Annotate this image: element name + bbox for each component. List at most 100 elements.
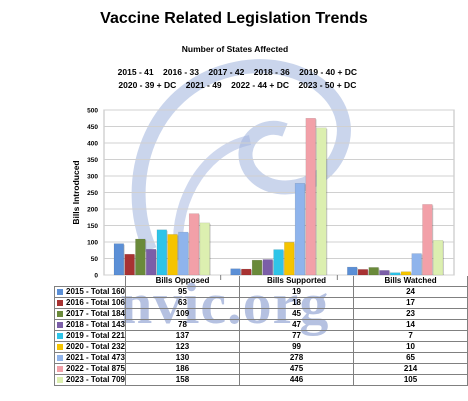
states-2021: 2021 - 49	[185, 80, 222, 90]
legend-swatch	[57, 288, 63, 295]
legend-swatch	[57, 299, 63, 306]
y-tick-label: 350	[87, 157, 98, 164]
y-tick-label: 0	[94, 273, 98, 280]
table-cell: 17	[353, 297, 468, 309]
bar	[230, 268, 241, 276]
table-header-opposed: Bills Opposed	[125, 276, 240, 287]
table-row: 2022 - Total 875 186 475 214	[54, 363, 468, 375]
legend-swatch	[57, 343, 63, 350]
legend-entry: 2023 - Total 709	[54, 374, 126, 386]
y-tick-label: 300	[87, 174, 98, 181]
bar	[400, 271, 412, 276]
table-cell: 45	[238, 308, 355, 320]
legend-label: 2020 - Total 232	[66, 342, 125, 351]
table-cell: 65	[353, 352, 468, 364]
table-header-row: Bills Opposed Bills Supported Bills Watc…	[55, 276, 468, 287]
states-2017: 2017 - 42	[208, 67, 245, 77]
bar	[368, 267, 379, 276]
table-cell: 186	[125, 363, 240, 375]
table-cell: 137	[125, 330, 240, 342]
legend-swatch	[57, 365, 63, 372]
bar	[284, 242, 295, 276]
table-cell: 47	[238, 319, 355, 331]
states-2016: 2016 - 33	[163, 67, 199, 77]
legend-entry: 2021 - Total 473	[54, 352, 126, 364]
y-tick-label: 150	[87, 223, 98, 230]
chart-title: Vaccine Related Legislation Trends	[100, 10, 368, 27]
table-header-supported: Bills Supported	[238, 276, 355, 287]
legend-label: 2022 - Total 875	[66, 364, 125, 373]
y-tick-label: 100	[87, 240, 98, 247]
legend-entry: 2019 - Total 221	[54, 330, 126, 342]
states-2022: 2022 - 44 + DC	[231, 80, 289, 90]
bar	[145, 249, 157, 276]
bar	[251, 259, 263, 276]
bar	[135, 238, 146, 276]
legend-entry: 2022 - Total 875	[54, 363, 126, 375]
bar	[262, 259, 273, 276]
table-row: 2021 - Total 473 130 278 65	[54, 352, 468, 364]
table-cell: 214	[353, 363, 468, 375]
y-tick-label: 250	[87, 190, 98, 197]
table-row: 2018 - Total 143 78 47 14	[54, 319, 468, 331]
table-cell: 10	[353, 341, 468, 353]
legend-label: 2021 - Total 473	[66, 353, 125, 362]
table-corner	[55, 276, 126, 287]
bar	[411, 253, 422, 276]
states-row-1: 2015 - 41 2016 - 33 2017 - 42 2018 - 36 …	[60, 57, 410, 77]
table-row: 2015 - Total 160 95 19 24	[54, 286, 468, 298]
y-tick-label: 450	[87, 124, 98, 131]
states-2018: 2018 - 36	[253, 67, 290, 77]
legend-entry: 2020 - Total 232	[54, 341, 126, 353]
bar	[305, 118, 316, 276]
states-heading: Number of States Affected	[181, 44, 289, 54]
states-2019: 2019 - 40 + DC	[299, 67, 358, 77]
table-row: 2016 - Total 106 63 18 17	[54, 297, 468, 309]
legend-swatch	[57, 310, 63, 317]
table-cell: 105	[353, 374, 468, 386]
table-cell: 130	[125, 352, 240, 364]
bar	[316, 127, 327, 276]
bar	[199, 222, 210, 276]
bar	[433, 240, 444, 276]
legend-label: 2016 - Total 106	[66, 298, 125, 307]
bar	[422, 204, 433, 276]
bar	[178, 231, 189, 276]
legend-label: 2019 - Total 221	[66, 331, 125, 340]
bar	[379, 270, 390, 276]
table-cell: 63	[125, 297, 240, 309]
table-cell: 123	[125, 341, 240, 353]
table-cell: 99	[238, 341, 355, 353]
table-cell: 24	[353, 286, 468, 298]
table-cell: 109	[125, 308, 240, 320]
legend-label: 2017 - Total 184	[66, 309, 125, 318]
legend-label: 2023 - Total 709	[66, 375, 125, 384]
states-2023: 2023 - 50 + DC	[298, 80, 357, 90]
table-row: 2017 - Total 184 109 45 23	[54, 308, 468, 320]
bar	[113, 243, 124, 276]
bar	[273, 249, 284, 276]
table-row: 2023 - Total 709 158 446 105	[54, 374, 468, 386]
bar-shade	[208, 223, 211, 275]
states-2020: 2020 - 39 + DC	[118, 80, 177, 90]
legend-entry: 2018 - Total 143	[54, 319, 126, 331]
legend-entry: 2015 - Total 160	[54, 286, 126, 298]
bar	[156, 229, 167, 276]
bar	[347, 266, 358, 276]
y-tick-label: 200	[87, 207, 98, 214]
data-table: Bills Opposed Bills Supported Bills Watc…	[54, 276, 468, 386]
legend-label: 2015 - Total 160	[66, 287, 125, 296]
legend-label: 2018 - Total 143	[66, 320, 125, 329]
legend-swatch	[57, 321, 63, 328]
table-cell: 7	[353, 330, 468, 342]
states-2015: 2015 - 41	[117, 67, 154, 77]
table-cell: 446	[238, 374, 355, 386]
y-tick-label: 400	[87, 141, 98, 148]
table-cell: 95	[125, 286, 240, 298]
y-tick-label: 50	[91, 256, 99, 263]
table-cell: 78	[125, 319, 240, 331]
legend-swatch	[57, 354, 63, 361]
legend-swatch	[57, 376, 63, 383]
legend-entry: 2017 - Total 184	[54, 308, 126, 320]
bar	[390, 272, 401, 276]
